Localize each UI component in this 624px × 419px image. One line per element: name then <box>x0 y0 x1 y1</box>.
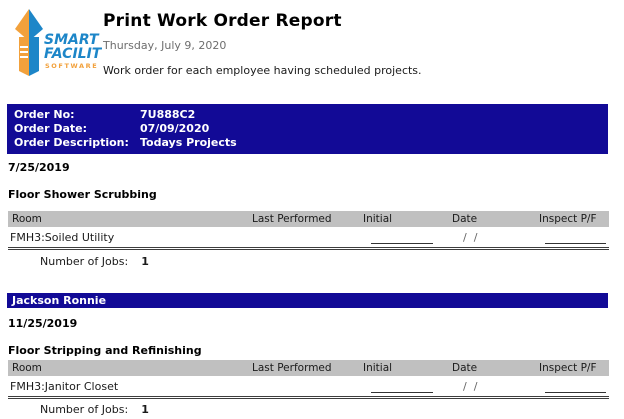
col-inspect: Inspect P/F <box>539 213 597 225</box>
jobs-count: 1 <box>141 255 149 268</box>
col-last-performed: Last Performed <box>252 213 332 225</box>
date-placeholder: / / <box>463 231 478 244</box>
section2-number-of-jobs: Number of Jobs: 1 <box>40 403 149 416</box>
order-date-row: Order Date: 07/09/2020 <box>14 122 608 136</box>
order-description-value: Todays Projects <box>140 136 237 149</box>
col-inspect: Inspect P/F <box>539 362 597 374</box>
table-header-row: Room Last Performed Initial Date Inspect… <box>8 360 609 376</box>
order-date-value: 07/09/2020 <box>140 122 210 135</box>
col-initial: Initial <box>363 213 393 225</box>
date-cell: / / <box>452 231 539 244</box>
section1-number-of-jobs: Number of Jobs: 1 <box>40 255 149 268</box>
order-date-label: Order Date: <box>14 122 88 135</box>
section2-task-name: Floor Stripping and Refinishing <box>8 344 202 357</box>
order-description-label: Order Description: <box>14 136 129 149</box>
col-last-performed: Last Performed <box>252 362 332 374</box>
inspect-cell <box>539 380 609 393</box>
col-date: Date <box>452 362 478 374</box>
table-row: FMH3:Janitor Closet / / <box>8 376 609 399</box>
jobs-label: Number of Jobs: <box>40 403 129 416</box>
order-no-label: Order No: <box>14 108 75 121</box>
inspect-blank-line <box>545 382 606 393</box>
initial-cell <box>363 231 452 244</box>
order-no-value: 7U888C2 <box>140 108 196 121</box>
section1-task-name: Floor Shower Scrubbing <box>8 188 157 201</box>
section2-work-order-table: Room Last Performed Initial Date Inspect… <box>8 360 609 399</box>
smart-facility-logo-icon: SMART FACILITY SOFTWARE <box>15 9 102 76</box>
section1-scheduled-date: 7/25/2019 <box>8 161 70 174</box>
order-description-row: Order Description: Todays Projects <box>14 136 608 150</box>
order-info-block: Order No: 7U888C2 Order Date: 07/09/2020… <box>7 104 608 154</box>
initial-blank-line <box>371 233 433 244</box>
section2-scheduled-date: 11/25/2019 <box>8 317 78 330</box>
table-header-row: Room Last Performed Initial Date Inspect… <box>8 211 609 227</box>
col-date: Date <box>452 213 478 225</box>
page-title: Print Work Order Report <box>103 11 342 31</box>
col-room: Room <box>12 362 42 374</box>
report-description: Work order for each employee having sche… <box>103 64 422 77</box>
col-room: Room <box>12 213 42 225</box>
initial-cell <box>363 380 452 393</box>
col-initial: Initial <box>363 362 393 374</box>
logo-text-software: SOFTWARE <box>45 62 98 70</box>
jobs-label: Number of Jobs: <box>40 255 129 268</box>
section1-work-order-table: Room Last Performed Initial Date Inspect… <box>8 211 609 250</box>
room-cell: FMH3:Soiled Utility <box>10 231 115 244</box>
table-row: FMH3:Soiled Utility / / <box>8 227 609 250</box>
logo-text-smart: SMART <box>44 32 100 48</box>
date-cell: / / <box>452 380 539 393</box>
order-no-row: Order No: 7U888C2 <box>14 108 608 122</box>
jobs-count: 1 <box>141 403 149 416</box>
employee-name-bar: Jackson Ronnie <box>7 293 608 308</box>
room-cell: FMH3:Janitor Closet <box>10 380 119 393</box>
inspect-cell <box>539 231 609 244</box>
inspect-blank-line <box>545 233 606 244</box>
logo-text-facility: FACILITY <box>44 46 102 62</box>
initial-blank-line <box>371 382 433 393</box>
date-placeholder: / / <box>463 380 478 393</box>
report-date: Thursday, July 9, 2020 <box>103 39 227 52</box>
